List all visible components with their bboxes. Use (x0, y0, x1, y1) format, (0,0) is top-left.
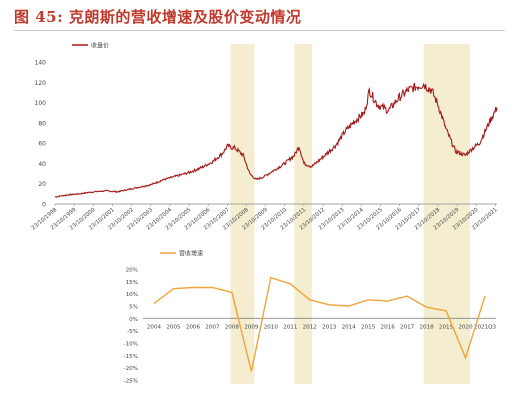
shaded-period-3 (423, 44, 470, 384)
price-legend-label: 收盘价 (91, 42, 109, 50)
growth-legend: 营收增速 (160, 250, 203, 258)
growth-y-tick-label: 0% (129, 317, 138, 323)
growth-y-tick-label: -15% (124, 354, 138, 360)
shaded-periods (230, 44, 470, 384)
growth-series-line (153, 276, 486, 372)
growth-x-tick-label: 2014 (342, 324, 357, 330)
shaded-period-2 (294, 44, 312, 384)
title-divider (14, 30, 505, 31)
price-y-tick-label: 20 (38, 181, 46, 188)
growth-y-tick-label: 5% (129, 305, 138, 311)
growth-x-tick-label: 2016 (381, 324, 396, 330)
price-y-tick-label: 100 (35, 100, 47, 107)
growth-x-tick-label: 2020 (458, 324, 473, 330)
growth-y-tick-label: 20% (126, 268, 138, 274)
growth-legend-label: 营收增速 (179, 250, 203, 258)
growth-x-tick-label: 2005 (166, 324, 181, 330)
growth-x-tick-label: 2007 (205, 324, 220, 330)
price-y-tick-label: 80 (38, 120, 46, 127)
growth-y-tick-label: -20% (124, 366, 138, 372)
growth-chart: 20%15%10%5%0%-5%-10%-15%-20%-25% 2004 200… (124, 250, 497, 385)
growth-y-tick-label: 10% (126, 292, 138, 298)
price-y-axis: 0 20 40 60 80 100 120 140 (35, 60, 47, 209)
growth-x-tick-label: 2010 (264, 324, 279, 330)
growth-x-tick-labels: 2004 2005 2006 2007 2008 2009 2010 2011 2012 2013… (147, 324, 497, 330)
price-y-tick-label: 120 (35, 80, 47, 87)
growth-x-tick-label: 2004 (147, 324, 162, 330)
growth-x-tick-label: 2019 (439, 324, 454, 330)
price-y-tick-label: 60 (38, 141, 46, 148)
price-y-tick-label: 140 (35, 60, 47, 67)
price-y-tick-label: 0 (42, 202, 46, 209)
shaded-period-1 (230, 44, 255, 384)
growth-x-tick-label: 2013 (322, 324, 337, 330)
growth-y-tick-label: 15% (126, 280, 138, 286)
growth-x-tick-label: 2009 (244, 324, 259, 330)
growth-x-tick-label: 2017 (400, 324, 415, 330)
price-series-line (54, 82, 498, 198)
growth-x-tick-label: 2011 (283, 324, 298, 330)
growth-x-tick-label: 2015 (361, 324, 376, 330)
growth-y-axis: 20% 15% 10% 5% 0% -5% -10% -15% -20% -25% (124, 268, 138, 385)
price-y-tick-label: 40 (38, 161, 46, 168)
price-legend: 收盘价 (72, 42, 109, 50)
growth-y-tick-label: -25% (124, 379, 138, 385)
growth-x-tick-label: 2021Q3 (474, 324, 497, 330)
growth-y-tick-label: -5% (127, 329, 138, 335)
growth-x-tick-label: 2012 (303, 324, 317, 330)
growth-x-tick-label: 2008 (225, 324, 240, 330)
figure-title: 图 45: 克朗斯的营收增速及股价变动情况 (14, 8, 302, 26)
growth-x-tick-label: 2006 (186, 324, 201, 330)
growth-x-tick-label: 2018 (419, 324, 434, 330)
growth-y-tick-label: -10% (124, 342, 138, 348)
